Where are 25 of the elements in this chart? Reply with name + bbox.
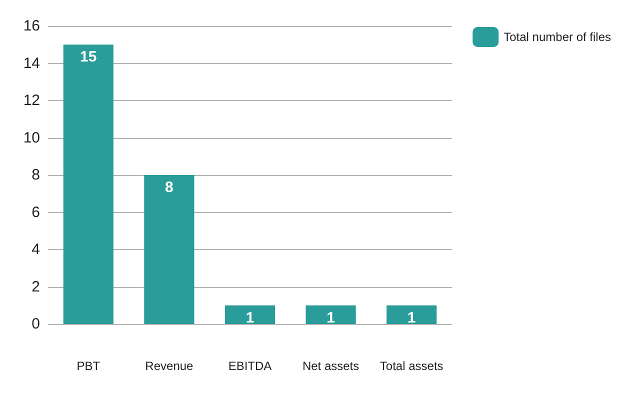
y-tick-label: 12 (23, 92, 40, 109)
data-label: 1 (326, 309, 335, 326)
bar (386, 305, 437, 324)
data-label: 1 (246, 309, 254, 326)
y-tick-label: 10 (23, 129, 40, 146)
x-tick-label: PBT (76, 359, 101, 373)
bar (224, 305, 276, 324)
data-label: 15 (80, 48, 97, 66)
y-tick-label: 4 (32, 241, 40, 258)
x-tick-label: Total assets (380, 359, 444, 373)
y-tick-label: 0 (32, 316, 40, 332)
y-tick-label: 6 (32, 204, 40, 221)
bar (144, 175, 194, 324)
y-tick-label: 14 (23, 54, 40, 72)
x-tick-label: Revenue (145, 359, 194, 373)
x-tick-label: EBITDA (228, 359, 272, 373)
data-label: 8 (165, 179, 174, 196)
bar (306, 305, 356, 324)
legend-label: Total number of files (504, 30, 612, 44)
data-label: 1 (407, 309, 416, 326)
bar (63, 44, 114, 324)
y-tick-label: 16 (23, 18, 40, 34)
x-tick-label: Net assets (302, 359, 360, 373)
y-tick-label: 2 (32, 278, 40, 296)
y-tick-label: 8 (32, 166, 40, 184)
